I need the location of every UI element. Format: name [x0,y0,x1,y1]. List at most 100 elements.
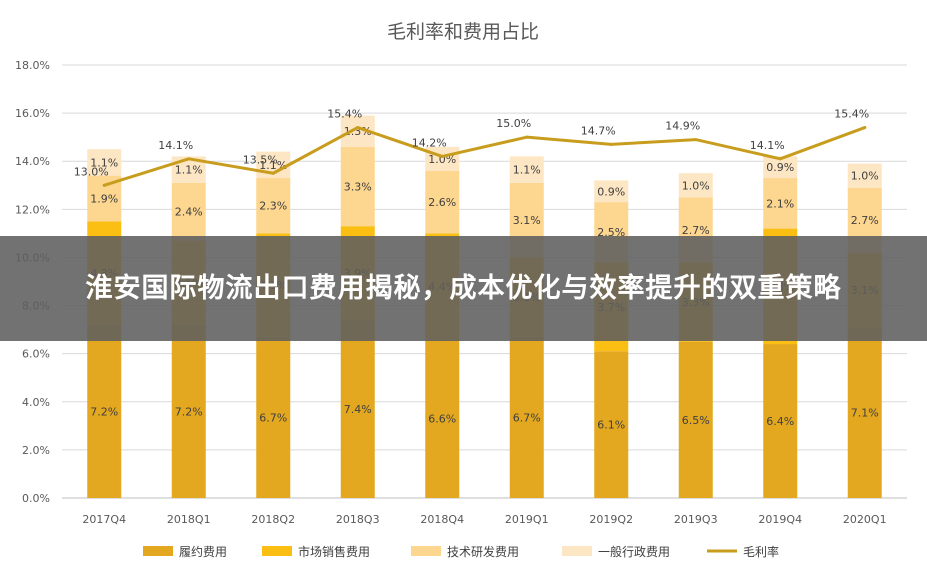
bar-segment [594,351,629,498]
bar-segment [847,163,882,188]
margin-data-label: 14.9% [665,120,700,133]
bar-data-label: 2.3% [259,200,287,213]
bar-segment [171,182,206,241]
bar-data-label: 2.6% [428,196,456,209]
legend-item[interactable]: 履约费用 [143,544,227,559]
legend-swatch [562,546,592,556]
y-tick-label: 12.0% [15,203,50,216]
bar-data-label: 1.1% [513,164,541,177]
legend-label: 市场销售费用 [298,544,370,559]
bar-data-label: 3.3% [344,180,372,193]
margin-data-label: 15.4% [327,108,362,121]
bar-segment [87,324,122,498]
x-tick-label: 2019Q2 [589,513,633,526]
margin-line [102,126,867,187]
margin-data-label: 14.7% [581,124,616,137]
y-tick-label: 14.0% [15,155,50,168]
bar-data-label: 0.9% [597,185,625,198]
legend-item[interactable]: 一般行政费用 [562,544,670,559]
legend-swatch [411,546,441,556]
chart-legend[interactable]: 履约费用 市场销售费用 技术研发费用 一般行政费用 毛利率 [143,544,779,559]
x-axis: 2017Q4 2018Q1 2018Q2 2018Q3 2018Q4 2019Q1 2019… [82,513,886,526]
legend-item[interactable]: 技术研发费用 [411,544,519,559]
margin-point [609,142,613,146]
bar-segment [340,146,375,227]
margin-data-label: 15.0% [496,117,531,130]
x-tick-label: 2018Q2 [251,513,295,526]
y-tick-label: 4.0% [22,396,50,409]
x-tick-label: 2017Q4 [82,513,126,526]
bar-data-label: 1.0% [682,179,710,192]
margin-data-label: 14.1% [158,139,193,152]
headline-banner: 淮安国际物流出口费用揭秘，成本优化与效率提升的双重策略 [0,236,927,341]
margin-data-label: 13.5% [243,153,278,166]
legend-swatch [143,546,173,556]
y-tick-label: 18.0% [15,59,50,72]
margin-data-label: 14.1% [750,139,785,152]
bar-data-label: 3.1% [513,214,541,227]
margin-point [271,171,275,175]
bar-data-label: 1.0% [851,170,879,183]
legend-label: 一般行政费用 [598,544,670,559]
margin-data-label: 14.2% [412,136,447,149]
bar-data-label: 1.1% [90,156,118,169]
margin-point [440,154,444,158]
bar-segment [763,344,798,498]
legend-label: 毛利率 [743,544,779,559]
x-tick-label: 2020Q1 [843,513,887,526]
legend-label: 技术研发费用 [447,544,519,559]
bar-segment [171,324,206,498]
bar-segment [425,339,460,498]
bar-segment [763,156,798,179]
x-tick-label: 2019Q3 [674,513,718,526]
bar-segment [340,319,375,498]
bar-data-label: 7.2% [175,405,203,418]
bar-segment [847,327,882,498]
y-tick-label: 2.0% [22,444,50,457]
margin-data-label: 13.0% [74,165,109,178]
margin-point [694,138,698,142]
legend-label: 履约费用 [179,544,227,559]
bar-data-label: 2.7% [851,214,879,227]
bar-data-label: 2.5% [597,226,625,239]
bar-segment [509,156,544,183]
bar-data-label: 6.1% [597,419,625,432]
bar-segment [256,178,291,234]
bar-segment [763,178,798,229]
bar-segment [425,146,460,171]
bar-segment [509,336,544,498]
bar-data-label: 6.7% [259,411,287,424]
chart-title: 毛利率和费用占比 [387,21,539,43]
bar-data-label: 6.7% [513,411,541,424]
margin-point [525,135,529,139]
margin-point [778,157,782,161]
x-tick-label: 2018Q1 [167,513,211,526]
x-tick-label: 2018Q4 [420,513,464,526]
x-tick-label: 2019Q1 [505,513,549,526]
y-tick-label: 16.0% [15,107,50,120]
bar-data-label: 1.1% [175,164,203,177]
bar-data-label: 6.5% [682,414,710,427]
bar-data-label: 2.7% [682,224,710,237]
bar-data-label: 6.6% [428,413,456,426]
legend-item[interactable]: 市场销售费用 [262,544,370,559]
bar-segment [256,336,291,498]
margin-point [863,126,867,130]
bar-data-label: 7.4% [344,403,372,416]
bar-segment [678,173,713,198]
margin-point [356,126,360,130]
legend-item[interactable]: 毛利率 [707,544,779,559]
bar-data-label: 7.2% [90,405,118,418]
x-tick-label: 2019Q4 [758,513,802,526]
headline-text: 淮安国际物流出口费用揭秘，成本优化与效率提升的双重策略 [85,272,842,304]
bar-segment [594,180,629,203]
y-tick-label: 0.0% [22,492,50,505]
legend-swatch [262,546,292,556]
margin-point [102,183,106,187]
margin-data-label: 15.4% [834,108,869,121]
bar-segment [425,170,460,234]
bar-segment [87,149,122,176]
margin-line-series: 13.0% 14.1% 13.5% 15.4% 14.2% 15.0% 14.7% 14.9%… [74,108,869,187]
x-tick-label: 2018Q3 [336,513,380,526]
bar-data-label: 2.4% [175,206,203,219]
